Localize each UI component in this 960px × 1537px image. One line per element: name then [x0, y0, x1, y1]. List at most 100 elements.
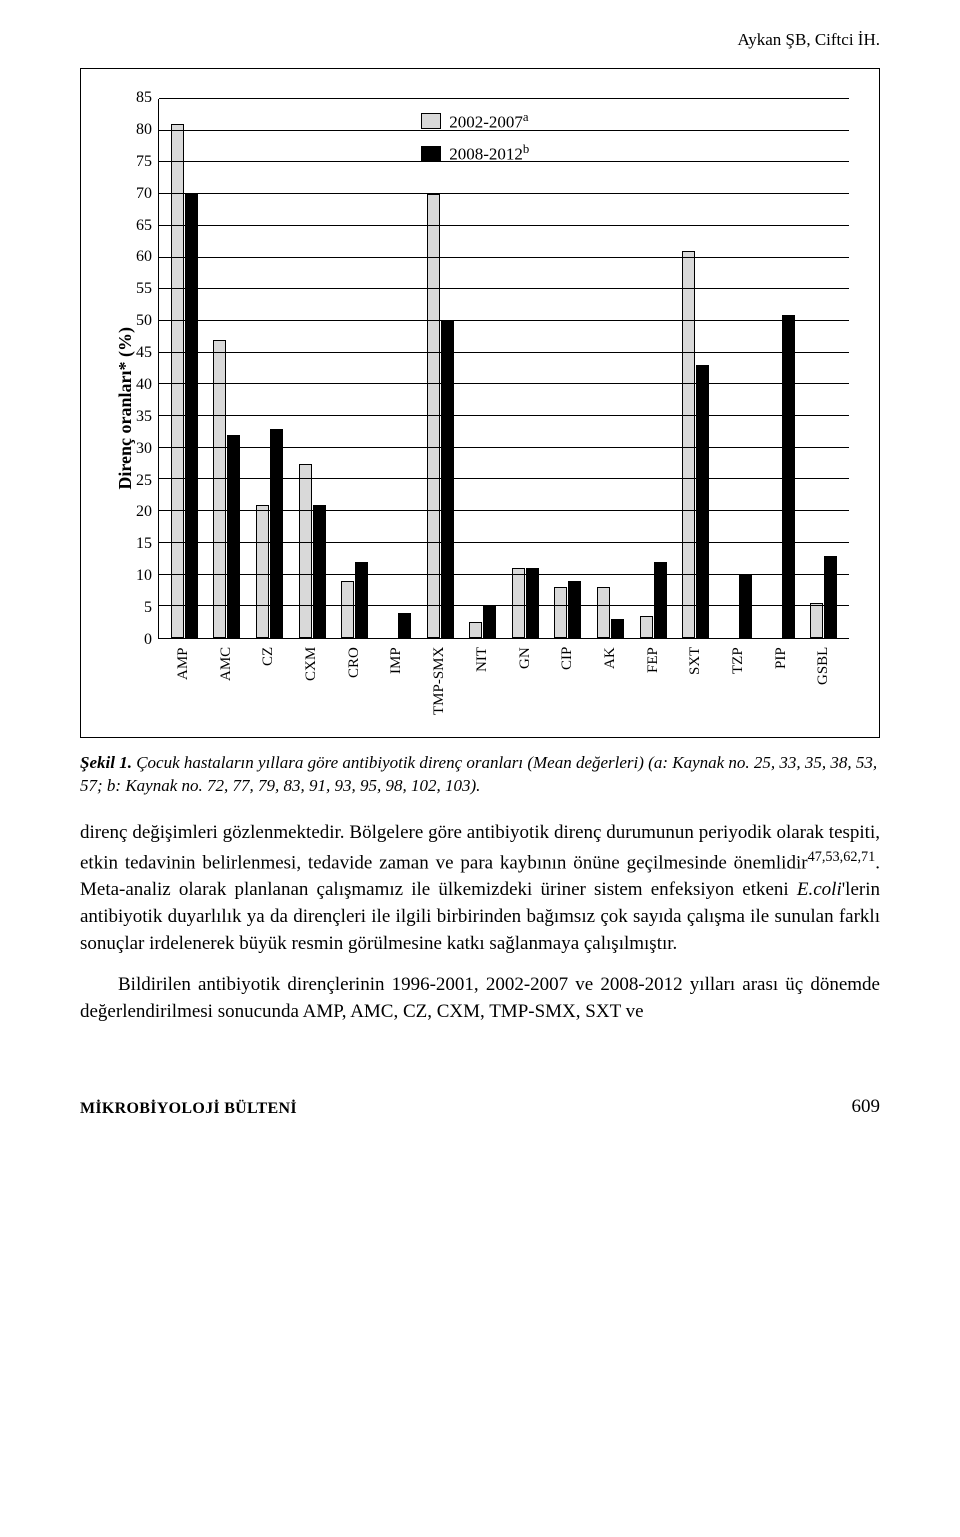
y-tick: 85	[136, 89, 152, 107]
bar-group	[334, 99, 377, 638]
gridline	[159, 225, 849, 226]
gridline	[159, 510, 849, 511]
bar	[682, 251, 695, 638]
gridline	[159, 478, 849, 479]
y-tick: 65	[136, 217, 152, 235]
bar	[427, 194, 440, 638]
bar	[341, 581, 354, 638]
y-tick: 0	[144, 631, 152, 649]
bar	[611, 619, 624, 638]
page-footer: MİKROBİYOLOJİ BÜLTENİ 609	[80, 1096, 880, 1118]
y-tick: 80	[136, 121, 152, 139]
bar	[568, 581, 581, 638]
body-text: direnç değişimleri gözlenmektedir. Bölge…	[80, 820, 880, 1026]
y-tick: 45	[136, 344, 152, 362]
chart-bars	[159, 99, 849, 638]
bar-group	[760, 99, 803, 638]
bar-group	[248, 99, 291, 638]
bar	[597, 587, 610, 638]
y-tick: 20	[136, 503, 152, 521]
bar	[256, 505, 269, 638]
gridline	[159, 98, 849, 99]
bar-group	[632, 99, 675, 638]
bar	[739, 575, 752, 638]
paragraph-1: direnç değişimleri gözlenmektedir. Bölge…	[80, 820, 880, 958]
figure-label: Şekil 1.	[80, 753, 132, 772]
y-tick: 55	[136, 280, 152, 298]
bar	[782, 315, 795, 638]
x-tick: TMP-SMX	[418, 647, 461, 717]
bar-group	[461, 99, 504, 638]
journal-name: MİKROBİYOLOJİ BÜLTENİ	[80, 1100, 297, 1118]
page-number: 609	[852, 1096, 881, 1118]
y-tick: 40	[136, 376, 152, 394]
y-tick: 10	[136, 567, 152, 585]
x-tick: AMC	[205, 647, 248, 717]
gridline	[159, 415, 849, 416]
species-name: E.coli	[797, 879, 842, 900]
x-tick: CRO	[333, 647, 376, 717]
citation-superscript: 47,53,62,71	[808, 849, 876, 865]
x-tick: PIP	[760, 647, 803, 717]
bar-group	[291, 99, 334, 638]
bar-group	[206, 99, 249, 638]
bar-group	[419, 99, 462, 638]
x-tick: IMP	[375, 647, 418, 717]
bar-group	[504, 99, 547, 638]
gridline	[159, 352, 849, 353]
bar	[640, 616, 653, 638]
bar	[213, 340, 226, 638]
y-tick: 25	[136, 472, 152, 490]
bar-group	[376, 99, 419, 638]
x-tick: CZ	[247, 647, 290, 717]
y-axis-label: Direnç oranları* (%)	[111, 327, 136, 490]
gridline	[159, 542, 849, 543]
x-tick: GN	[504, 647, 547, 717]
y-tick: 50	[136, 312, 152, 330]
figure-1-frame: Direnç oranları* (%) 8580757065605550454…	[80, 68, 880, 738]
figure-caption: Şekil 1. Çocuk hastaların yıllara göre a…	[80, 752, 880, 798]
y-tick: 60	[136, 248, 152, 266]
gridline	[159, 447, 849, 448]
bar	[185, 194, 198, 638]
bar	[270, 429, 283, 638]
bar	[483, 606, 496, 638]
y-tick: 5	[144, 599, 152, 617]
bar	[313, 505, 326, 638]
bar-group	[163, 99, 206, 638]
gridline	[159, 257, 849, 258]
bar-group	[802, 99, 845, 638]
bar	[554, 587, 567, 638]
y-tick: 70	[136, 185, 152, 203]
x-tick: AK	[589, 647, 632, 717]
y-tick: 15	[136, 535, 152, 553]
chart-plot-area: 2002-2007a2008-2012b	[158, 99, 849, 639]
bar	[227, 435, 240, 638]
gridline	[159, 605, 849, 606]
gridline	[159, 574, 849, 575]
gridline	[159, 383, 849, 384]
bar-group	[589, 99, 632, 638]
bar	[469, 622, 482, 638]
bar	[824, 556, 837, 638]
bar	[171, 124, 184, 638]
bar	[696, 365, 709, 638]
bar	[299, 464, 312, 638]
x-axis-ticks: AMPAMCCZCXMCROIMPTMP-SMXNITGNCIPAKFEPSXT…	[158, 639, 849, 717]
x-tick: AMP	[162, 647, 205, 717]
bar	[526, 568, 539, 638]
x-tick: TZP	[717, 647, 760, 717]
y-tick: 75	[136, 153, 152, 171]
x-tick: SXT	[674, 647, 717, 717]
x-tick: CXM	[290, 647, 333, 717]
gridline	[159, 161, 849, 162]
figure-caption-text: Çocuk hastaların yıllara göre antibiyoti…	[80, 753, 877, 795]
y-axis-ticks: 8580757065605550454035302520151050	[136, 89, 158, 649]
bar	[810, 603, 823, 638]
running-head: Aykan ŞB, Ciftci İH.	[80, 30, 880, 50]
bar-group	[717, 99, 760, 638]
gridline	[159, 193, 849, 194]
gridline	[159, 288, 849, 289]
x-tick: FEP	[632, 647, 675, 717]
y-tick: 30	[136, 440, 152, 458]
